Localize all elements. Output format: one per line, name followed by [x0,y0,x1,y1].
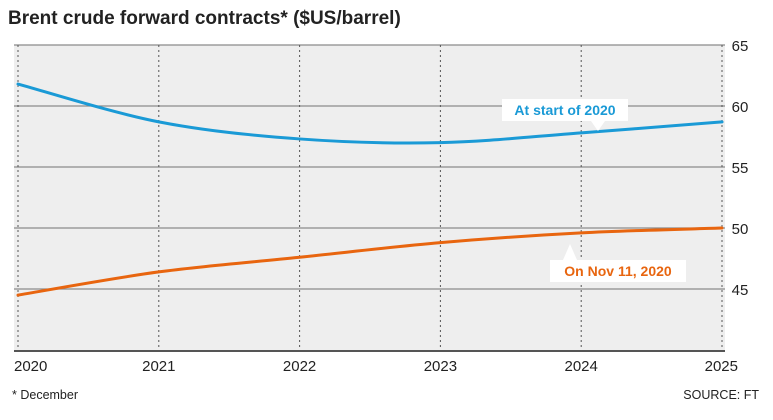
x-tick-label-2020: 2020 [14,358,47,375]
series-callout-1: On Nov 11, 2020 [550,244,686,282]
series-label-0: At start of 2020 [514,102,615,118]
footnote: * December [12,388,78,402]
y-tick-label-45: 45 [732,282,749,299]
x-tick-label-2024: 2024 [565,358,598,375]
series-line-1 [16,226,724,297]
x-tick-label-2021: 2021 [142,358,175,375]
series-line-0 [16,82,724,145]
y-tick-label-65: 65 [732,38,749,55]
y-tick-label-50: 50 [732,221,749,238]
series-layer [16,82,724,297]
series-label-1: On Nov 11, 2020 [564,263,672,279]
chart-title: Brent crude forward contracts* ($US/barr… [8,8,401,29]
source-credit: SOURCE: FT [683,388,759,402]
x-tick-label-2022: 2022 [283,358,316,375]
plot-area-background [14,45,725,352]
label-layer: 45 50 55 60 65 2020 2021 2022 2023 2024 2025 At sta… [14,38,748,375]
callout-box [502,99,628,121]
callout-pointer [563,244,577,260]
x-tick-label-2025: 2025 [705,358,738,375]
series-callout-0: At start of 2020 [502,99,628,131]
y-tick-label-55: 55 [732,160,749,177]
callout-pointer [591,121,605,131]
x-tick-label-2023: 2023 [424,358,457,375]
callout-box [550,260,686,282]
y-tick-label-60: 60 [732,99,749,116]
